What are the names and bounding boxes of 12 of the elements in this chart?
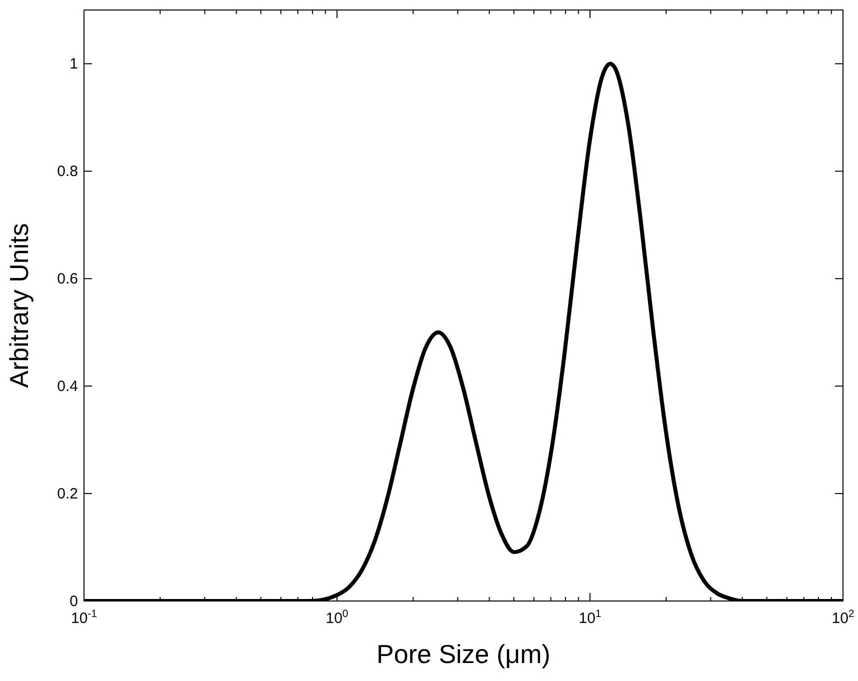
y-tick-label: 0.6	[57, 270, 78, 288]
x-tick-label: 10$^{2}$	[832, 608, 854, 627]
y-tick-label: 0.2	[57, 486, 78, 503]
x-axis-title: Pore Size (μm)	[376, 639, 550, 669]
y-axis-title: Arbitrary Units	[4, 223, 34, 388]
x-tick-label: 10$^{0}$	[326, 608, 348, 627]
y-tick-label: 1	[70, 56, 78, 73]
y-tick-label: 0.8	[57, 163, 78, 180]
y-tick-label: 0.4	[57, 378, 78, 396]
y-tick-label: 0	[70, 593, 78, 610]
x-tick-label: 10$^{1}$	[578, 608, 602, 627]
x-tick-label: 10$^{-1}$	[70, 608, 98, 627]
